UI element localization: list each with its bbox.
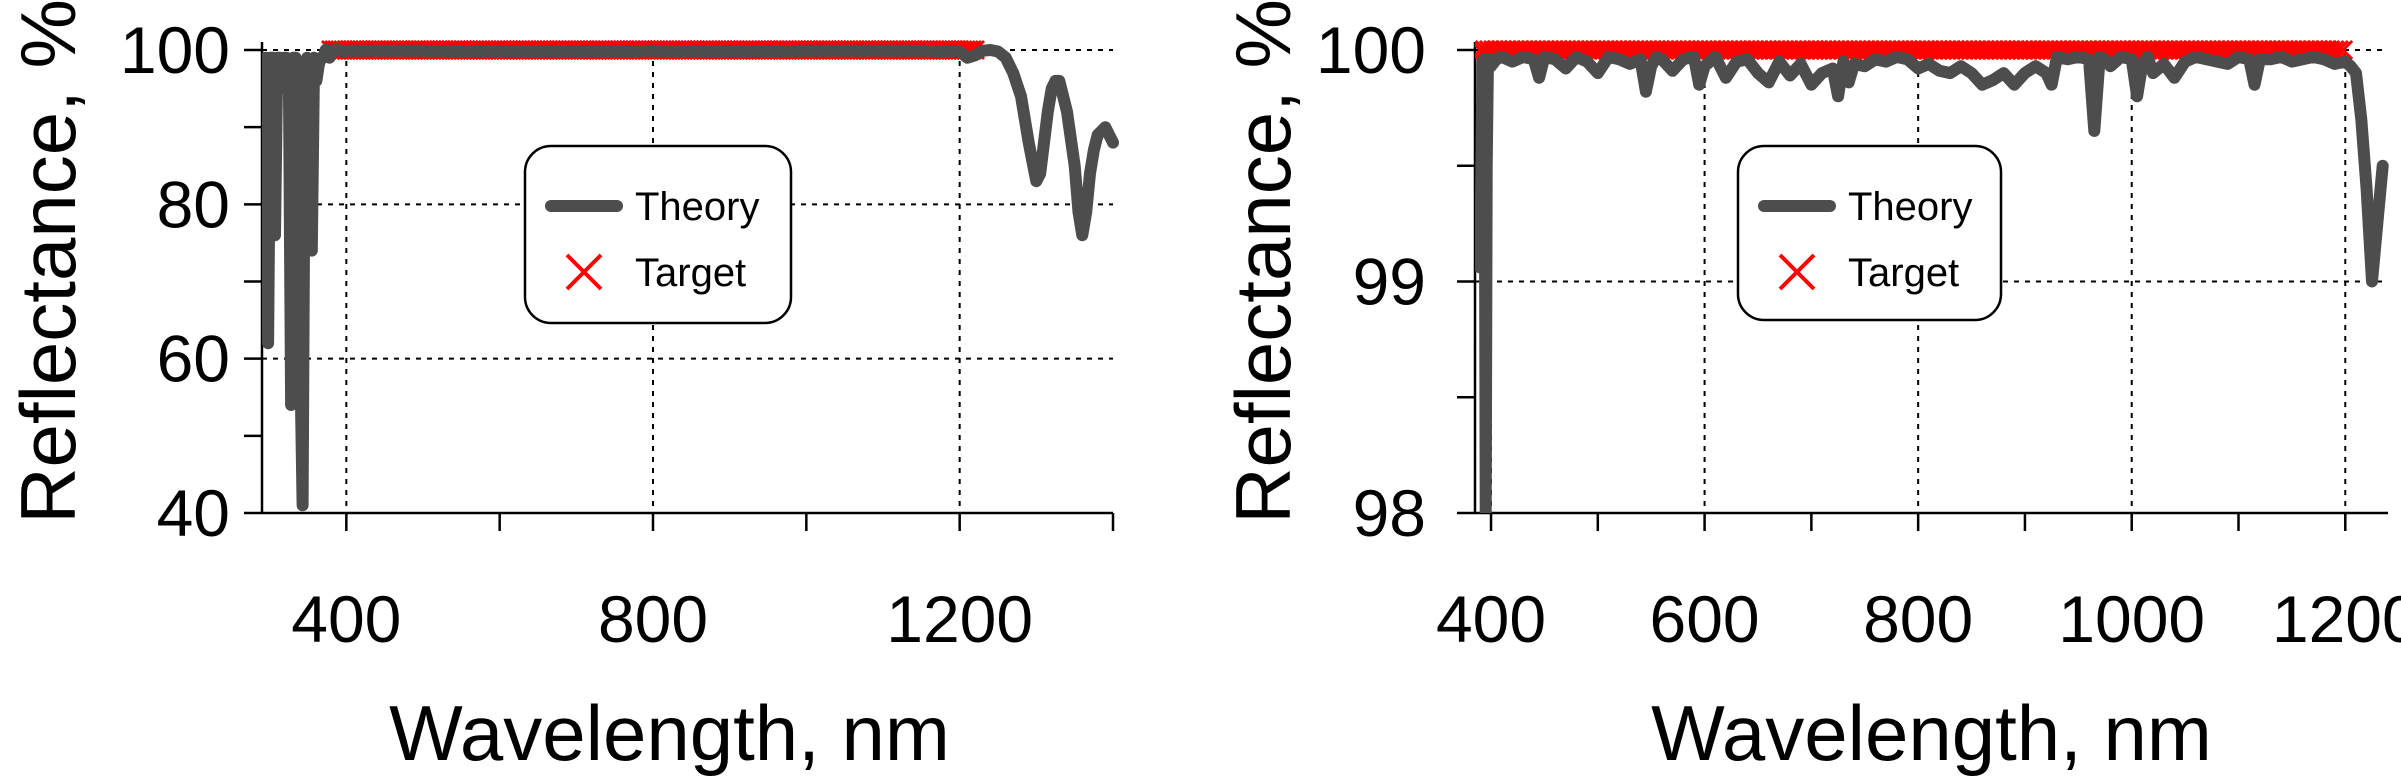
legend-target-label: Target xyxy=(1848,251,1959,295)
y-tick-label: 98 xyxy=(1353,476,1426,550)
x-tick-label: 800 xyxy=(1863,582,1973,656)
theory-line xyxy=(262,44,1119,512)
legend-target-label: Target xyxy=(635,251,746,295)
y-axis-label: Reflectance, % xyxy=(4,0,92,524)
x-axis-label: Wavelength, nm xyxy=(389,689,950,777)
x-tick-label: 600 xyxy=(1650,582,1760,656)
theory-line xyxy=(1475,50,2389,513)
y-tick-label: 100 xyxy=(1316,13,1426,87)
legend: Theory Target xyxy=(523,144,793,325)
axis-ticks xyxy=(1457,48,2347,531)
x-tick-label: 1200 xyxy=(886,582,1033,656)
axis-ticks xyxy=(244,48,1115,531)
x-tick-label: 800 xyxy=(598,582,708,656)
legend-target-swatch xyxy=(1778,253,1816,291)
x-axis-label: Wavelength, nm xyxy=(1651,689,2212,777)
x-tick-label: 1000 xyxy=(2058,582,2205,656)
y-axis-label: Reflectance, % xyxy=(1219,0,1307,524)
legend-theory-label: Theory xyxy=(635,185,760,229)
x-tick-label: 400 xyxy=(1436,582,1546,656)
target-marker xyxy=(2333,39,2354,61)
y-tick-label: 80 xyxy=(157,167,230,241)
y-tick-label: 100 xyxy=(120,13,230,87)
chart-panel-right: 400 600 800 1000 1200 98 99 100 Wavelength, nm Re… xyxy=(1219,0,2401,777)
legend-theory-label: Theory xyxy=(1848,185,1973,229)
y-tick-label: 40 xyxy=(157,476,230,550)
legend-box xyxy=(523,144,793,325)
legend-target-swatch xyxy=(565,253,603,291)
x-tick-label: 400 xyxy=(291,582,401,656)
y-tick-label: 99 xyxy=(1353,245,1426,319)
x-tick-label: 1200 xyxy=(2272,582,2401,656)
legend: Theory Target xyxy=(1736,144,2003,322)
chart-panel-left: 400 800 1200 40 60 80 100 Wavelength, nm Reflect… xyxy=(4,0,1119,777)
y-tick-label: 60 xyxy=(157,322,230,396)
